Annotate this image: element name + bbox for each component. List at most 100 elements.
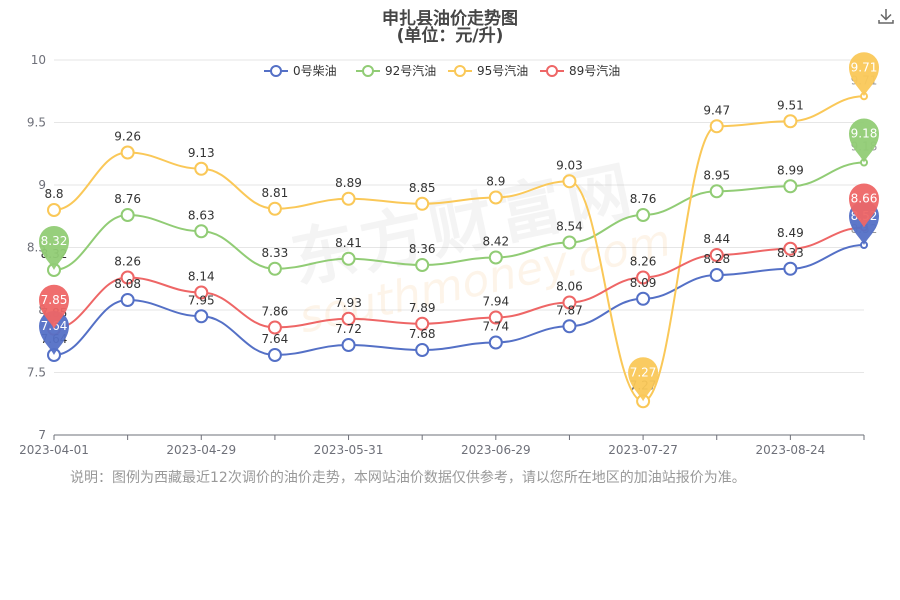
- chart-title: 申扎县油价走势图: [382, 9, 518, 29]
- y-tick-label: 9.5: [27, 116, 46, 130]
- data-label: 8.99: [777, 163, 804, 177]
- data-point: [267, 348, 282, 362]
- legend-marker: [546, 65, 558, 77]
- data-point: [120, 145, 135, 160]
- data-point: [636, 270, 651, 285]
- x-tick-label: 2023-07-27: [608, 443, 678, 457]
- legend-item[interactable]: 89号汽油: [540, 63, 620, 78]
- y-tick-label: 7.5: [27, 366, 46, 380]
- download-icon[interactable]: [876, 6, 896, 26]
- data-label: 8.9: [486, 175, 505, 189]
- data-point: [488, 335, 503, 350]
- data-point: [267, 320, 282, 335]
- data-point: [194, 285, 209, 300]
- marker-pin: 7.85: [39, 284, 69, 329]
- data-label: 8.08: [114, 277, 141, 291]
- marker-pin: 9.71: [849, 52, 879, 97]
- data-point: [562, 174, 577, 189]
- data-label: 8.09: [630, 276, 657, 290]
- data-point: [120, 293, 135, 307]
- marker-pin-label: 9.18: [851, 127, 878, 141]
- data-label: 7.93: [335, 296, 362, 310]
- legend-item[interactable]: 92号汽油: [356, 63, 436, 78]
- data-label: 8.06: [556, 280, 583, 294]
- x-axis: 2023-04-01 2023-04-29 2023-05-31 2023-06-29…: [19, 434, 865, 457]
- marker-pin: 7.27: [628, 357, 659, 402]
- x-tick-label: 2023-08-24: [755, 443, 825, 457]
- data-label: 9.13: [188, 146, 215, 160]
- data-label: 8.76: [630, 192, 657, 206]
- data-label: 9.47: [703, 103, 730, 117]
- data-point: [415, 316, 430, 331]
- data-label: 7.86: [262, 305, 289, 319]
- data-label: 8.76: [114, 192, 141, 206]
- legend-label: 95号汽油: [477, 63, 528, 78]
- data-point: [267, 261, 282, 276]
- x-tick-label: 2023-06-29: [461, 443, 531, 457]
- marker-pin-label: 7.27: [630, 365, 657, 379]
- data-point: [488, 250, 503, 265]
- data-label: 9.03: [556, 158, 583, 172]
- data-label: 7.72: [335, 322, 362, 336]
- data-point: [194, 224, 209, 239]
- x-tick-label: 2023-05-31: [314, 443, 384, 457]
- data-label: 7.89: [409, 301, 436, 315]
- x-tick-label: 2023-04-01: [19, 443, 89, 457]
- legend-marker: [362, 65, 374, 77]
- data-label: 8.41: [335, 236, 362, 250]
- data-label: 8.49: [777, 226, 804, 240]
- data-point: [341, 251, 356, 266]
- data-point: [709, 268, 724, 282]
- data-label: 7.64: [262, 332, 289, 346]
- line-chart: 东方财富网 southmoney.com 77.588.599.510 2023…: [19, 52, 879, 457]
- data-point: [120, 208, 135, 222]
- legend-label: 89号汽油: [569, 63, 620, 78]
- marker-pin-shape: [849, 118, 879, 163]
- data-point: [194, 309, 209, 324]
- data-point: [415, 343, 430, 357]
- marker-pin-shape: [39, 311, 69, 355]
- series-layer: [47, 92, 868, 409]
- marker-pin: 8.32: [39, 226, 69, 270]
- data-point: [783, 114, 798, 129]
- marker-pins-layer: 7.648.528.329.187.279.717.858.66: [39, 52, 879, 402]
- data-point: [636, 291, 651, 306]
- data-label: 9.51: [777, 98, 804, 112]
- data-point: [194, 161, 209, 176]
- marker-pin-shape: [39, 284, 69, 329]
- data-point: [488, 310, 503, 325]
- data-label: 8.14: [188, 270, 215, 284]
- data-label: 7.74: [482, 320, 509, 334]
- marker-pin-shape: [39, 226, 69, 270]
- marker-pin-label: 8.66: [851, 192, 878, 206]
- data-label: 7.95: [188, 293, 215, 307]
- grid-lines: [54, 59, 864, 373]
- data-label: 8.81: [262, 186, 289, 200]
- data-label: 8.36: [409, 242, 436, 256]
- data-point: [415, 196, 430, 211]
- data-point: [341, 311, 356, 326]
- legend-label: 0号柴油: [293, 64, 337, 78]
- data-point: [562, 295, 577, 310]
- data-label: 7.94: [482, 295, 509, 309]
- legend-item[interactable]: 0号柴油: [264, 64, 337, 78]
- data-label: 8.26: [630, 255, 657, 269]
- data-point: [267, 201, 282, 216]
- legend-marker: [270, 65, 282, 77]
- data-point: [783, 261, 798, 276]
- chart-note: 说明：图例为西藏最近12次调价的油价走势，本网站油价数据仅供参考，请以您所在地区…: [70, 470, 746, 486]
- data-point: [47, 203, 61, 217]
- marker-pin: 9.18: [849, 118, 879, 163]
- data-point: [636, 208, 651, 222]
- data-point: [562, 319, 577, 334]
- data-label: 8.28: [703, 252, 730, 266]
- y-tick-label: 7: [38, 428, 46, 442]
- data-point: [709, 248, 724, 262]
- data-label: 8.42: [482, 235, 509, 249]
- data-point: [709, 184, 724, 199]
- data-label: 7.68: [409, 327, 436, 341]
- legend-item[interactable]: 95号汽油: [448, 63, 528, 78]
- legend: 0号柴油 92号汽油 95号汽油 89号汽油: [264, 63, 620, 78]
- data-label: 8.44: [703, 232, 730, 246]
- y-tick-label: 10: [31, 53, 46, 67]
